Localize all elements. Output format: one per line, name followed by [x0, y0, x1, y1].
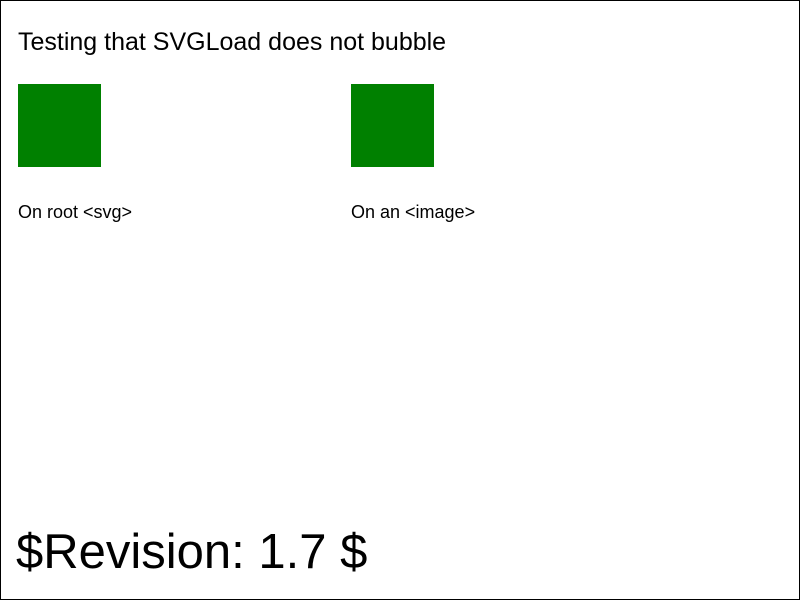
- test-result-square-image: [351, 84, 434, 167]
- caption-image: On an <image>: [351, 202, 476, 222]
- caption-root-svg: On root <svg>: [18, 202, 133, 222]
- page-title: Testing that SVGLoad does not bubble: [18, 28, 447, 56]
- test-result-square-root-svg: [18, 84, 101, 167]
- revision-label: $Revision: 1.7 $: [16, 525, 368, 579]
